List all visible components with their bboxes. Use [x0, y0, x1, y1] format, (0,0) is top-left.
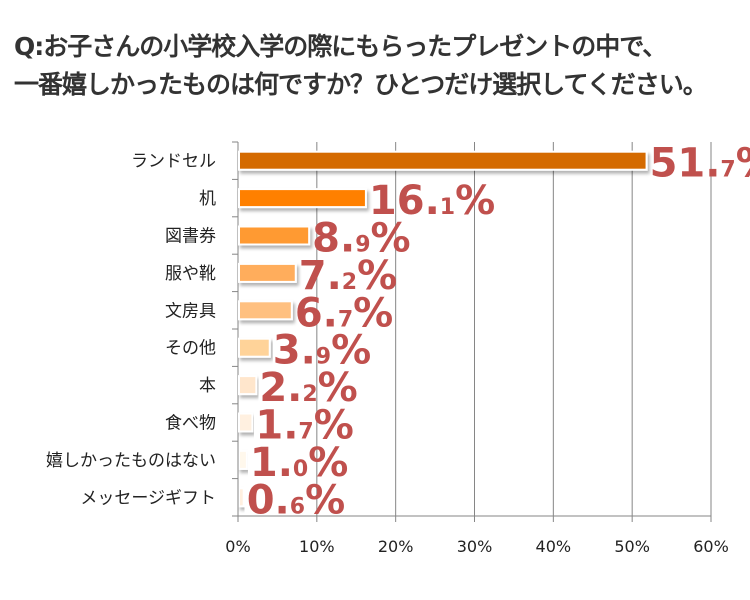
bar	[238, 225, 311, 246]
x-tick-label: 60%	[693, 537, 729, 556]
bar	[238, 449, 248, 470]
category-label: 嬉しかったものはない	[46, 451, 216, 471]
data-label: 16.1%	[369, 178, 495, 224]
chart-title: Q:お子さんの小学校入学の際にもらったプレゼントの中で、 一番嬉しかったものは何…	[14, 28, 708, 104]
x-tick-label: 20%	[378, 537, 414, 556]
bar	[238, 188, 367, 209]
bar	[238, 487, 245, 508]
x-tick-label: 30%	[457, 537, 493, 556]
data-label: 51.7%	[650, 141, 750, 187]
data-label: 1.7%	[255, 403, 353, 449]
bar	[238, 300, 293, 321]
x-tick-label: 0%	[225, 537, 250, 556]
data-label: 1.0%	[250, 440, 348, 486]
category-label: 食べ物	[165, 414, 216, 434]
data-label: 7.2%	[299, 253, 397, 299]
data-label: 2.2%	[259, 365, 357, 411]
data-label: 3.9%	[273, 328, 371, 374]
bar	[238, 150, 648, 171]
bar	[238, 375, 258, 396]
category-label: その他	[165, 339, 216, 359]
category-label: 服や靴	[165, 264, 216, 284]
x-tick-label: 40%	[536, 537, 572, 556]
title-line-1: Q:お子さんの小学校入学の際にもらったプレゼントの中で、	[14, 32, 667, 61]
category-label: 机	[199, 189, 216, 209]
bar	[238, 337, 271, 358]
bar	[238, 262, 297, 283]
category-label: 図書券	[165, 227, 216, 247]
data-label: 8.9%	[312, 216, 410, 262]
data-label: 6.7%	[295, 290, 393, 336]
data-label: 0.6%	[247, 477, 345, 523]
x-tick-label: 10%	[299, 537, 335, 556]
category-label: メッセージギフト	[80, 488, 216, 508]
category-label: ランドセル	[131, 152, 216, 172]
x-tick-label: 50%	[614, 537, 650, 556]
title-line-2: 一番嬉しかったものは何ですか？ひとつだけ選択してください。	[14, 70, 708, 99]
category-label: 文房具	[165, 301, 216, 321]
bar	[238, 412, 254, 433]
category-label: 本	[199, 376, 216, 396]
